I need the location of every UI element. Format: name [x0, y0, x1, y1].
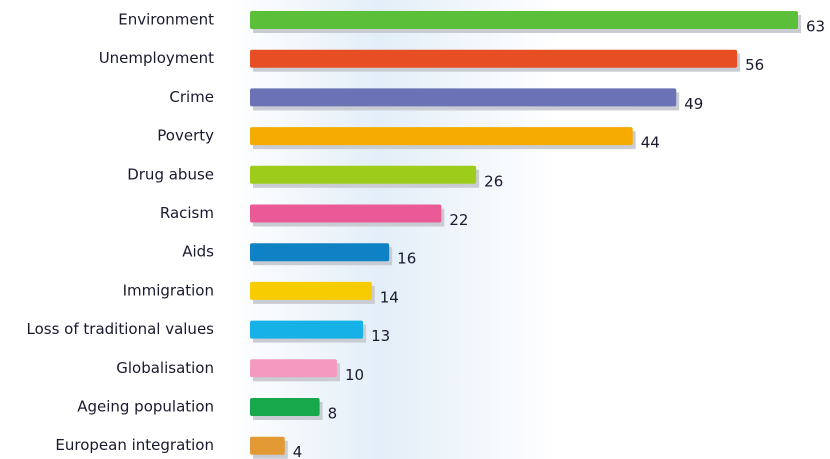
category-label: Environment	[118, 11, 214, 29]
bar	[250, 88, 677, 107]
category-label: Globalisation	[116, 359, 214, 377]
bar	[250, 398, 320, 416]
value-label: 8	[328, 405, 338, 423]
bar	[250, 165, 477, 184]
value-label: 14	[380, 288, 399, 306]
category-label: Aids	[182, 243, 214, 261]
value-label: 26	[484, 172, 503, 190]
category-label: European integration	[55, 436, 214, 454]
category-label: Drug abuse	[127, 165, 214, 183]
value-label: 44	[641, 134, 660, 152]
value-label: 4	[293, 443, 303, 459]
bar	[250, 320, 364, 339]
bar	[250, 243, 390, 262]
bar	[250, 127, 633, 146]
value-label: 16	[397, 250, 416, 268]
value-label: 10	[345, 366, 364, 384]
bar	[250, 49, 738, 68]
bar	[250, 204, 442, 223]
value-label: 56	[745, 56, 764, 74]
category-label: Poverty	[157, 127, 214, 145]
category-label: Loss of traditional values	[27, 320, 215, 338]
value-label: 63	[806, 18, 825, 36]
category-label: Racism	[160, 204, 214, 222]
value-label: 49	[684, 95, 703, 113]
background-panel	[230, 0, 560, 459]
bar	[250, 436, 285, 455]
value-label: 13	[371, 327, 390, 345]
category-label: Unemployment	[99, 49, 214, 67]
value-label: 22	[449, 211, 468, 229]
bar	[250, 11, 798, 29]
category-label: Ageing population	[77, 398, 214, 416]
category-label: Immigration	[123, 281, 214, 299]
bar	[250, 281, 372, 300]
category-label: Crime	[169, 88, 214, 106]
bar	[250, 359, 337, 378]
